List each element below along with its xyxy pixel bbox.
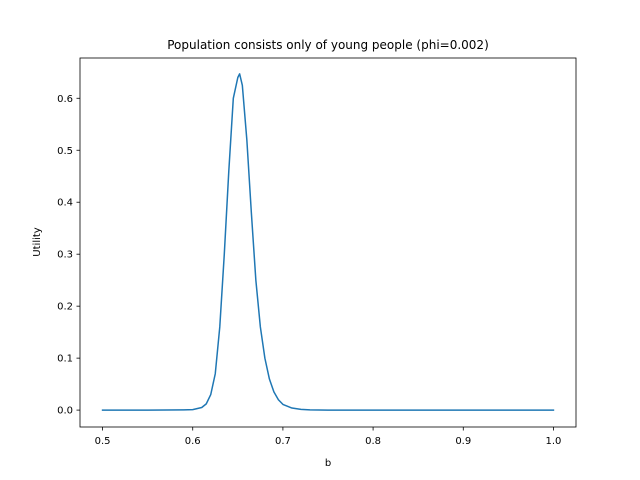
- y-tick-label: 0.1: [57, 354, 73, 365]
- x-axis-ticks: 0.5 0.6 0.7 0.8 0.9 1.0: [95, 427, 562, 447]
- x-tick-label: 1.0: [546, 436, 562, 447]
- axes-frame: [79, 57, 577, 428]
- y-tick-label: 0.0: [57, 406, 73, 417]
- x-tick-label: 0.5: [95, 436, 111, 447]
- y-tick-label: 0.6: [57, 94, 73, 105]
- y-axis-ticks: 0.0 0.1 0.2 0.3 0.4 0.5 0.6: [57, 94, 80, 417]
- series-line-0: [101, 73, 555, 411]
- y-tick-label: 0.4: [57, 198, 73, 209]
- plot-area: [79, 57, 577, 428]
- chart-title: Population consists only of young people…: [167, 38, 489, 52]
- x-tick-label: 0.6: [185, 436, 201, 447]
- x-tick-label: 0.7: [275, 436, 291, 447]
- y-tick-label: 0.3: [57, 250, 73, 261]
- y-tick-label: 0.5: [57, 146, 73, 157]
- y-axis-label: Utility: [32, 227, 43, 256]
- x-tick-label: 0.8: [365, 436, 381, 447]
- x-tick-label: 0.9: [455, 436, 471, 447]
- x-axis-label: b: [325, 458, 331, 469]
- y-tick-label: 0.2: [57, 302, 73, 313]
